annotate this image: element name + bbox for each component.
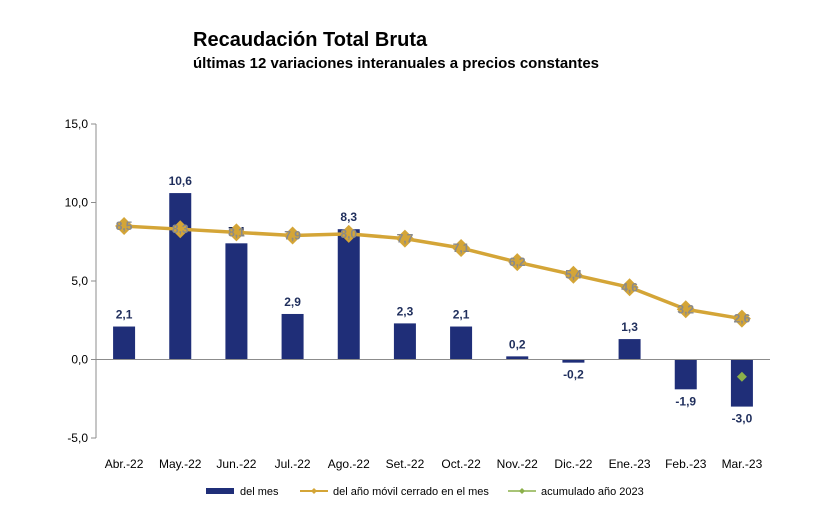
category-label: Feb.-23 — [665, 457, 707, 471]
y-tick-label: -5,0 — [67, 431, 88, 445]
bar — [506, 356, 529, 360]
line-marker — [732, 309, 751, 328]
bar-data-label: 0,2 — [509, 337, 526, 351]
bar-data-label: 2,1 — [453, 308, 470, 322]
category-label: Dic.-22 — [554, 457, 592, 471]
legend-bar-swatch — [206, 488, 234, 494]
bar — [730, 359, 753, 407]
line-data-label: 8,0 — [340, 227, 357, 241]
category-label: Set.-22 — [386, 457, 425, 471]
chart-subtitle: últimas 12 variaciones interanuales a pr… — [193, 55, 599, 72]
y-tick-label: 5,0 — [71, 274, 88, 288]
line-marker — [395, 229, 414, 248]
line-data-label: 4,6 — [621, 280, 638, 294]
point-series — [736, 371, 747, 382]
category-label: Abr.-22 — [105, 457, 144, 471]
chart-title: Recaudación Total Bruta — [193, 29, 428, 51]
bar — [337, 229, 360, 360]
series-line — [123, 224, 743, 321]
bar-data-label: 2,1 — [116, 308, 133, 322]
category-label: Nov.-22 — [497, 457, 538, 471]
line-marker — [115, 217, 134, 236]
bar — [281, 313, 304, 360]
line-marker — [283, 226, 302, 245]
line-data-label: 5,4 — [565, 268, 582, 282]
category-labels: Abr.-22 May.-22 Jun.-22 Jul.-22 Ago.-22 Set.-… — [105, 457, 763, 471]
bar-data-label: 10,6 — [169, 174, 193, 188]
line-data-label: 8,1 — [228, 225, 245, 239]
bar — [169, 193, 192, 360]
line-marker — [676, 300, 695, 319]
line-marker — [620, 278, 639, 297]
line-data-label: 3,2 — [677, 302, 694, 316]
bar — [225, 243, 248, 360]
legend-point-marker — [519, 488, 525, 494]
bar — [450, 326, 473, 360]
category-label: Ene.-23 — [609, 457, 651, 471]
bar — [393, 323, 416, 360]
bar — [562, 359, 585, 363]
bar-data-label: 1,3 — [621, 320, 638, 334]
bar — [113, 326, 136, 360]
y-axis: 15,0 10,0 5,0 0,0 -5,0 — [65, 117, 97, 445]
bar-series: 2,110,67,42,98,32,32,10,2-0,21,3-1,9-3,0 — [113, 174, 753, 426]
line-data-label: 7,9 — [284, 228, 301, 242]
line-data-label: 8,3 — [172, 222, 189, 236]
y-tick-label: 10,0 — [65, 196, 89, 210]
line-marker — [227, 223, 246, 242]
line-marker — [339, 224, 358, 243]
line-series: 8,5 8,3 8,1 7,9 8,0 7,7 7,1 6,2 5,4 4,6 3,2 2,6 — [115, 217, 751, 328]
line-data-label: 7,1 — [453, 241, 470, 255]
legend-label: del año móvil cerrado en el mes — [333, 486, 489, 498]
bar-data-label: -0,2 — [563, 368, 584, 382]
line-data-label: 7,7 — [397, 232, 414, 246]
bar — [674, 359, 697, 390]
line-data-label: 6,2 — [509, 255, 526, 269]
line-marker — [452, 239, 471, 258]
legend-line-marker — [311, 488, 317, 494]
category-label: Mar.-23 — [722, 457, 763, 471]
line-data-label: 2,6 — [734, 312, 751, 326]
line-marker — [171, 220, 190, 239]
category-label: May.-22 — [159, 457, 202, 471]
legend-label: acumulado año 2023 — [541, 486, 644, 498]
bar-data-label: 2,3 — [397, 304, 414, 318]
legend: del mes del año móvil cerrado en el mes ac… — [206, 486, 644, 498]
line-marker — [564, 265, 583, 284]
bar-data-label: 8,3 — [340, 210, 357, 224]
category-label: Jun.-22 — [216, 457, 256, 471]
y-tick-label: 15,0 — [65, 117, 89, 131]
category-label: Ago.-22 — [328, 457, 370, 471]
category-label: Jul.-22 — [275, 457, 311, 471]
legend-label: del mes — [240, 486, 279, 498]
line-data-label: 8,5 — [116, 219, 133, 233]
bar-data-label: -3,0 — [732, 412, 753, 426]
line-marker — [508, 253, 527, 272]
category-label: Oct.-22 — [441, 457, 481, 471]
bar-data-label: 2,9 — [284, 295, 301, 309]
point-marker — [736, 371, 747, 382]
bar — [618, 339, 641, 360]
y-tick-label: 0,0 — [71, 353, 88, 367]
bar-data-label: -1,9 — [675, 394, 696, 408]
